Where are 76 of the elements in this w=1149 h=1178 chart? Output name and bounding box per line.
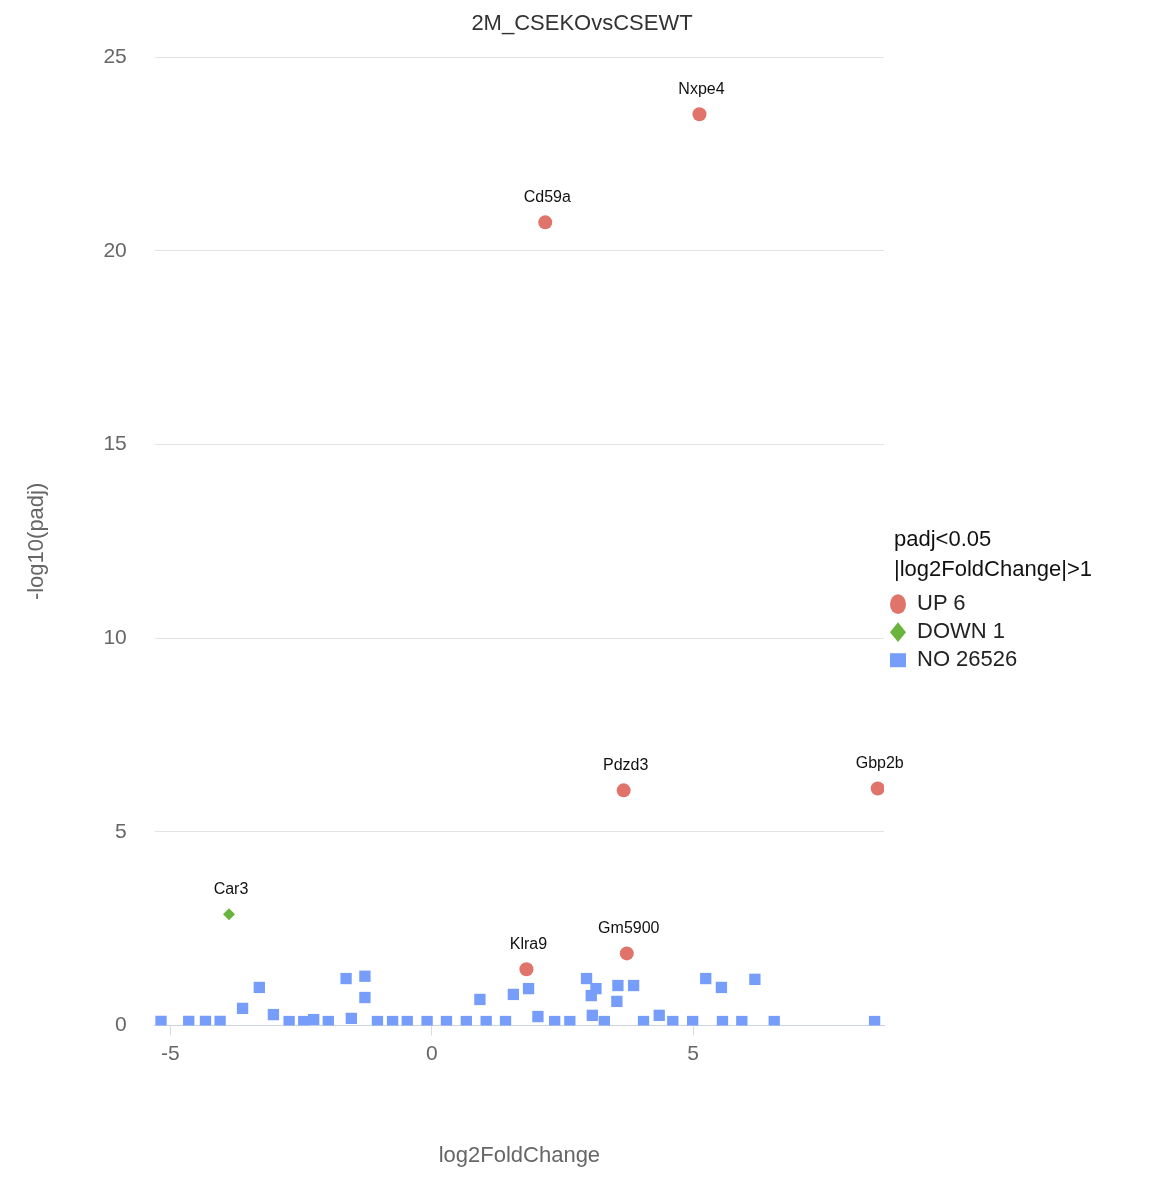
point xyxy=(267,1008,280,1021)
x-tick-label: -5 xyxy=(161,1040,180,1064)
point xyxy=(549,1015,561,1026)
point xyxy=(222,908,235,921)
point xyxy=(480,1015,492,1026)
point xyxy=(692,107,707,122)
y-axis-title: -log10(padj) xyxy=(23,482,49,601)
point xyxy=(627,979,640,992)
point xyxy=(590,982,602,995)
y-tick-label: 0 xyxy=(115,1012,127,1036)
point xyxy=(870,781,884,796)
point xyxy=(687,1015,699,1026)
point xyxy=(474,993,486,1006)
point xyxy=(253,981,265,994)
annotation: Pdzd3 xyxy=(602,755,649,773)
point xyxy=(736,1015,748,1026)
y-tick-label: 10 xyxy=(103,625,127,648)
y-tick-label: 15 xyxy=(103,431,127,455)
point xyxy=(653,1009,665,1021)
point xyxy=(322,1015,334,1026)
annotation: Klra9 xyxy=(509,934,548,952)
point xyxy=(700,972,712,985)
point xyxy=(598,1015,610,1026)
point xyxy=(637,1015,650,1026)
point xyxy=(580,972,593,985)
point xyxy=(749,973,761,985)
point xyxy=(667,1015,679,1026)
point xyxy=(868,1015,881,1026)
point xyxy=(616,783,631,798)
x-axis-title: log2FoldChange xyxy=(438,1141,601,1167)
y-tick-label: 5 xyxy=(115,818,127,842)
point xyxy=(298,1015,310,1026)
legend-title: padj<0.05 |log2FoldChange|>1 xyxy=(894,526,1092,582)
point xyxy=(386,1015,399,1026)
point xyxy=(371,1015,384,1026)
y-tick-label: 25 xyxy=(103,44,127,68)
point xyxy=(401,1015,413,1026)
point xyxy=(586,1009,598,1021)
point xyxy=(214,1015,226,1026)
legend-label: DOWN 1 xyxy=(917,618,1005,644)
point xyxy=(519,962,534,977)
point xyxy=(345,1012,357,1025)
point xyxy=(359,991,371,1004)
point xyxy=(611,995,623,1008)
point xyxy=(199,1015,212,1026)
annotation: Gbp2b xyxy=(855,753,904,771)
point xyxy=(283,1015,295,1026)
point xyxy=(359,970,371,982)
annotation: Nxpe4 xyxy=(678,79,725,97)
chart-title: 2M_CSEKOvsCSEWT xyxy=(471,10,693,36)
point xyxy=(507,988,520,1001)
legend-label: NO 26526 xyxy=(917,646,1018,672)
point xyxy=(716,1015,729,1026)
point xyxy=(236,1002,249,1015)
point xyxy=(538,215,553,230)
point xyxy=(440,1015,453,1026)
point xyxy=(612,979,624,992)
legend-label: UP 6 xyxy=(917,590,966,616)
y-tick-label: 20 xyxy=(103,237,127,261)
point xyxy=(183,1015,195,1026)
point xyxy=(619,946,634,961)
point xyxy=(421,1015,433,1026)
x-tick-label: 0 xyxy=(425,1040,438,1064)
point xyxy=(768,1015,780,1026)
point xyxy=(155,1015,167,1026)
point xyxy=(499,1015,512,1026)
x-tick-label: 5 xyxy=(687,1040,700,1064)
annotation: Gm5900 xyxy=(598,918,660,936)
annotation: Car3 xyxy=(213,879,249,897)
point xyxy=(522,982,535,995)
point xyxy=(564,1015,576,1026)
point xyxy=(715,981,728,994)
point xyxy=(532,1010,544,1023)
annotation: Cd59a xyxy=(523,187,571,205)
point xyxy=(460,1015,472,1026)
point xyxy=(340,972,352,985)
